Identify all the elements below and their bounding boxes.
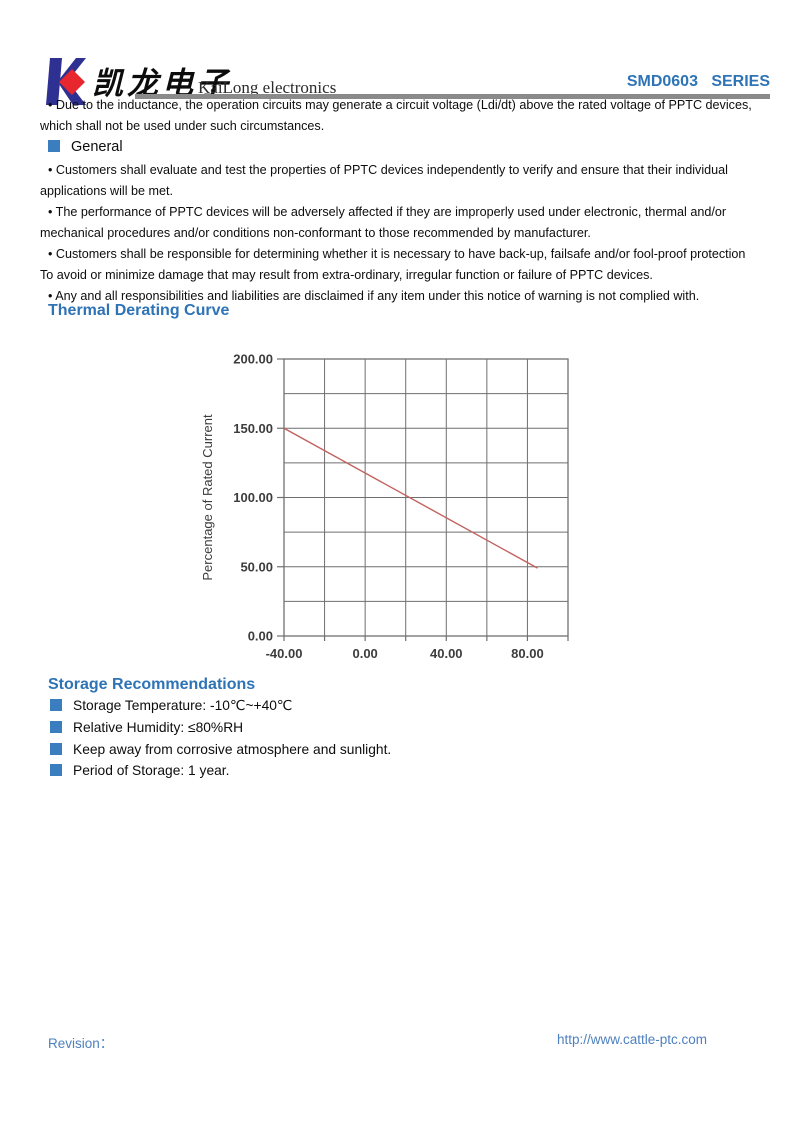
bullet-square-icon: [50, 721, 62, 733]
svg-text:40.00: 40.00: [430, 646, 463, 661]
bullet-square-icon: [48, 140, 60, 152]
storage-item-label: Keep away from corrosive atmosphere and …: [73, 742, 392, 757]
header-divider: [135, 94, 770, 99]
svg-text:0.00: 0.00: [352, 646, 377, 661]
brand-english: KaiLong electronics: [198, 78, 337, 97]
website-link[interactable]: http://www.cattle-ptc.com: [556, 1032, 707, 1047]
storage-heading: Storage Recommendations: [48, 676, 256, 693]
general-heading-label: General: [71, 139, 123, 155]
series-title: SMD0603 SERIES: [626, 73, 770, 90]
storage-item: Period of Storage: 1 year.: [50, 763, 650, 778]
svg-text:50.00: 50.00: [240, 559, 273, 574]
storage-item: Storage Temperature: -10℃~+40℃: [50, 698, 650, 714]
svg-text:Percentage of Rated Current: Percentage of Rated Current: [200, 414, 215, 581]
svg-text:200.00: 200.00: [233, 352, 273, 367]
storage-item-label: Storage Temperature: -10℃~+40℃: [73, 698, 293, 713]
revision-label: Revision：: [48, 1036, 114, 1051]
storage-item-label: Relative Humidity: ≤80%RH: [73, 720, 244, 735]
derating-chart-svg: -40.00 0.00 40.00 80.00 0.00 50.00 100.00 150.0…: [200, 352, 569, 661]
general-line: • Customers shall evaluate and test the …: [48, 163, 728, 177]
general-heading: General: [48, 139, 123, 155]
svg-text:150.00: 150.00: [233, 421, 273, 436]
general-line: applications will be met.: [40, 184, 173, 198]
derating-heading: Thermal Derating Curve: [48, 302, 230, 319]
storage-item: Keep away from corrosive atmosphere and …: [50, 742, 650, 757]
general-line: • The performance of PPTC devices will b…: [48, 205, 727, 219]
bullet-square-icon: [50, 743, 62, 755]
notice-line: • Due to the inductance, the operation c…: [48, 98, 752, 112]
general-line: • Any and all responsibilities and liabi…: [48, 289, 700, 303]
bullet-square-icon: [50, 699, 62, 711]
notice-line: which shall not be used under such circu…: [40, 119, 325, 133]
storage-item: Relative Humidity: ≤80%RH: [50, 720, 650, 735]
bullet-square-icon: [50, 764, 62, 776]
thermal-derating-chart: -40.00 0.00 40.00 80.00 0.00 50.00 100.00 150.0…: [160, 344, 590, 674]
svg-text:-40.00: -40.00: [266, 646, 303, 661]
general-line: To avoid or minimize damage that may res…: [40, 268, 653, 282]
svg-text:0.00: 0.00: [248, 629, 273, 644]
general-line: mechanical procedures and/or conditions …: [40, 226, 591, 240]
storage-item-label: Period of Storage: 1 year.: [73, 763, 230, 778]
general-line: • Customers shall be responsible for det…: [48, 247, 746, 261]
svg-text:100.00: 100.00: [233, 490, 273, 505]
svg-text:80.00: 80.00: [511, 646, 544, 661]
kailong-logo-icon: [46, 58, 86, 105]
